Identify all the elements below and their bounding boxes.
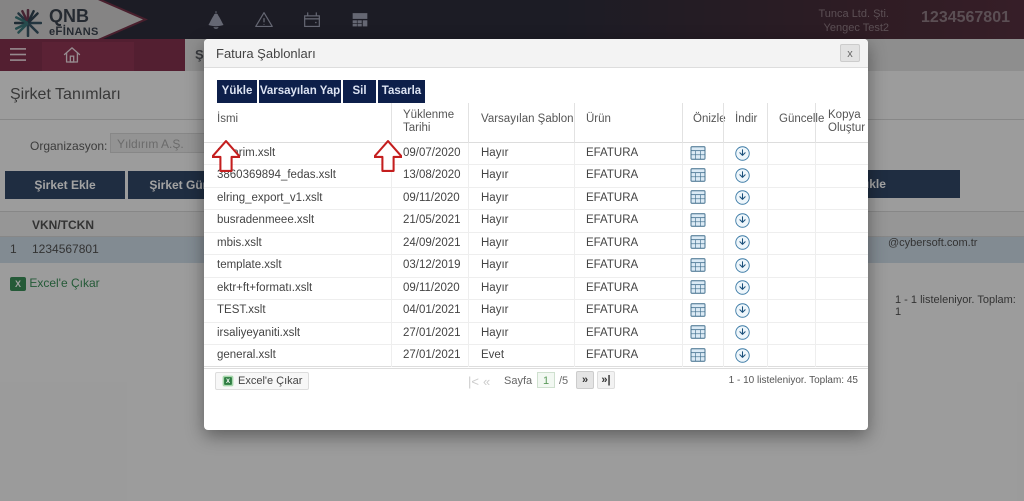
svg-text:X: X [226,378,230,384]
